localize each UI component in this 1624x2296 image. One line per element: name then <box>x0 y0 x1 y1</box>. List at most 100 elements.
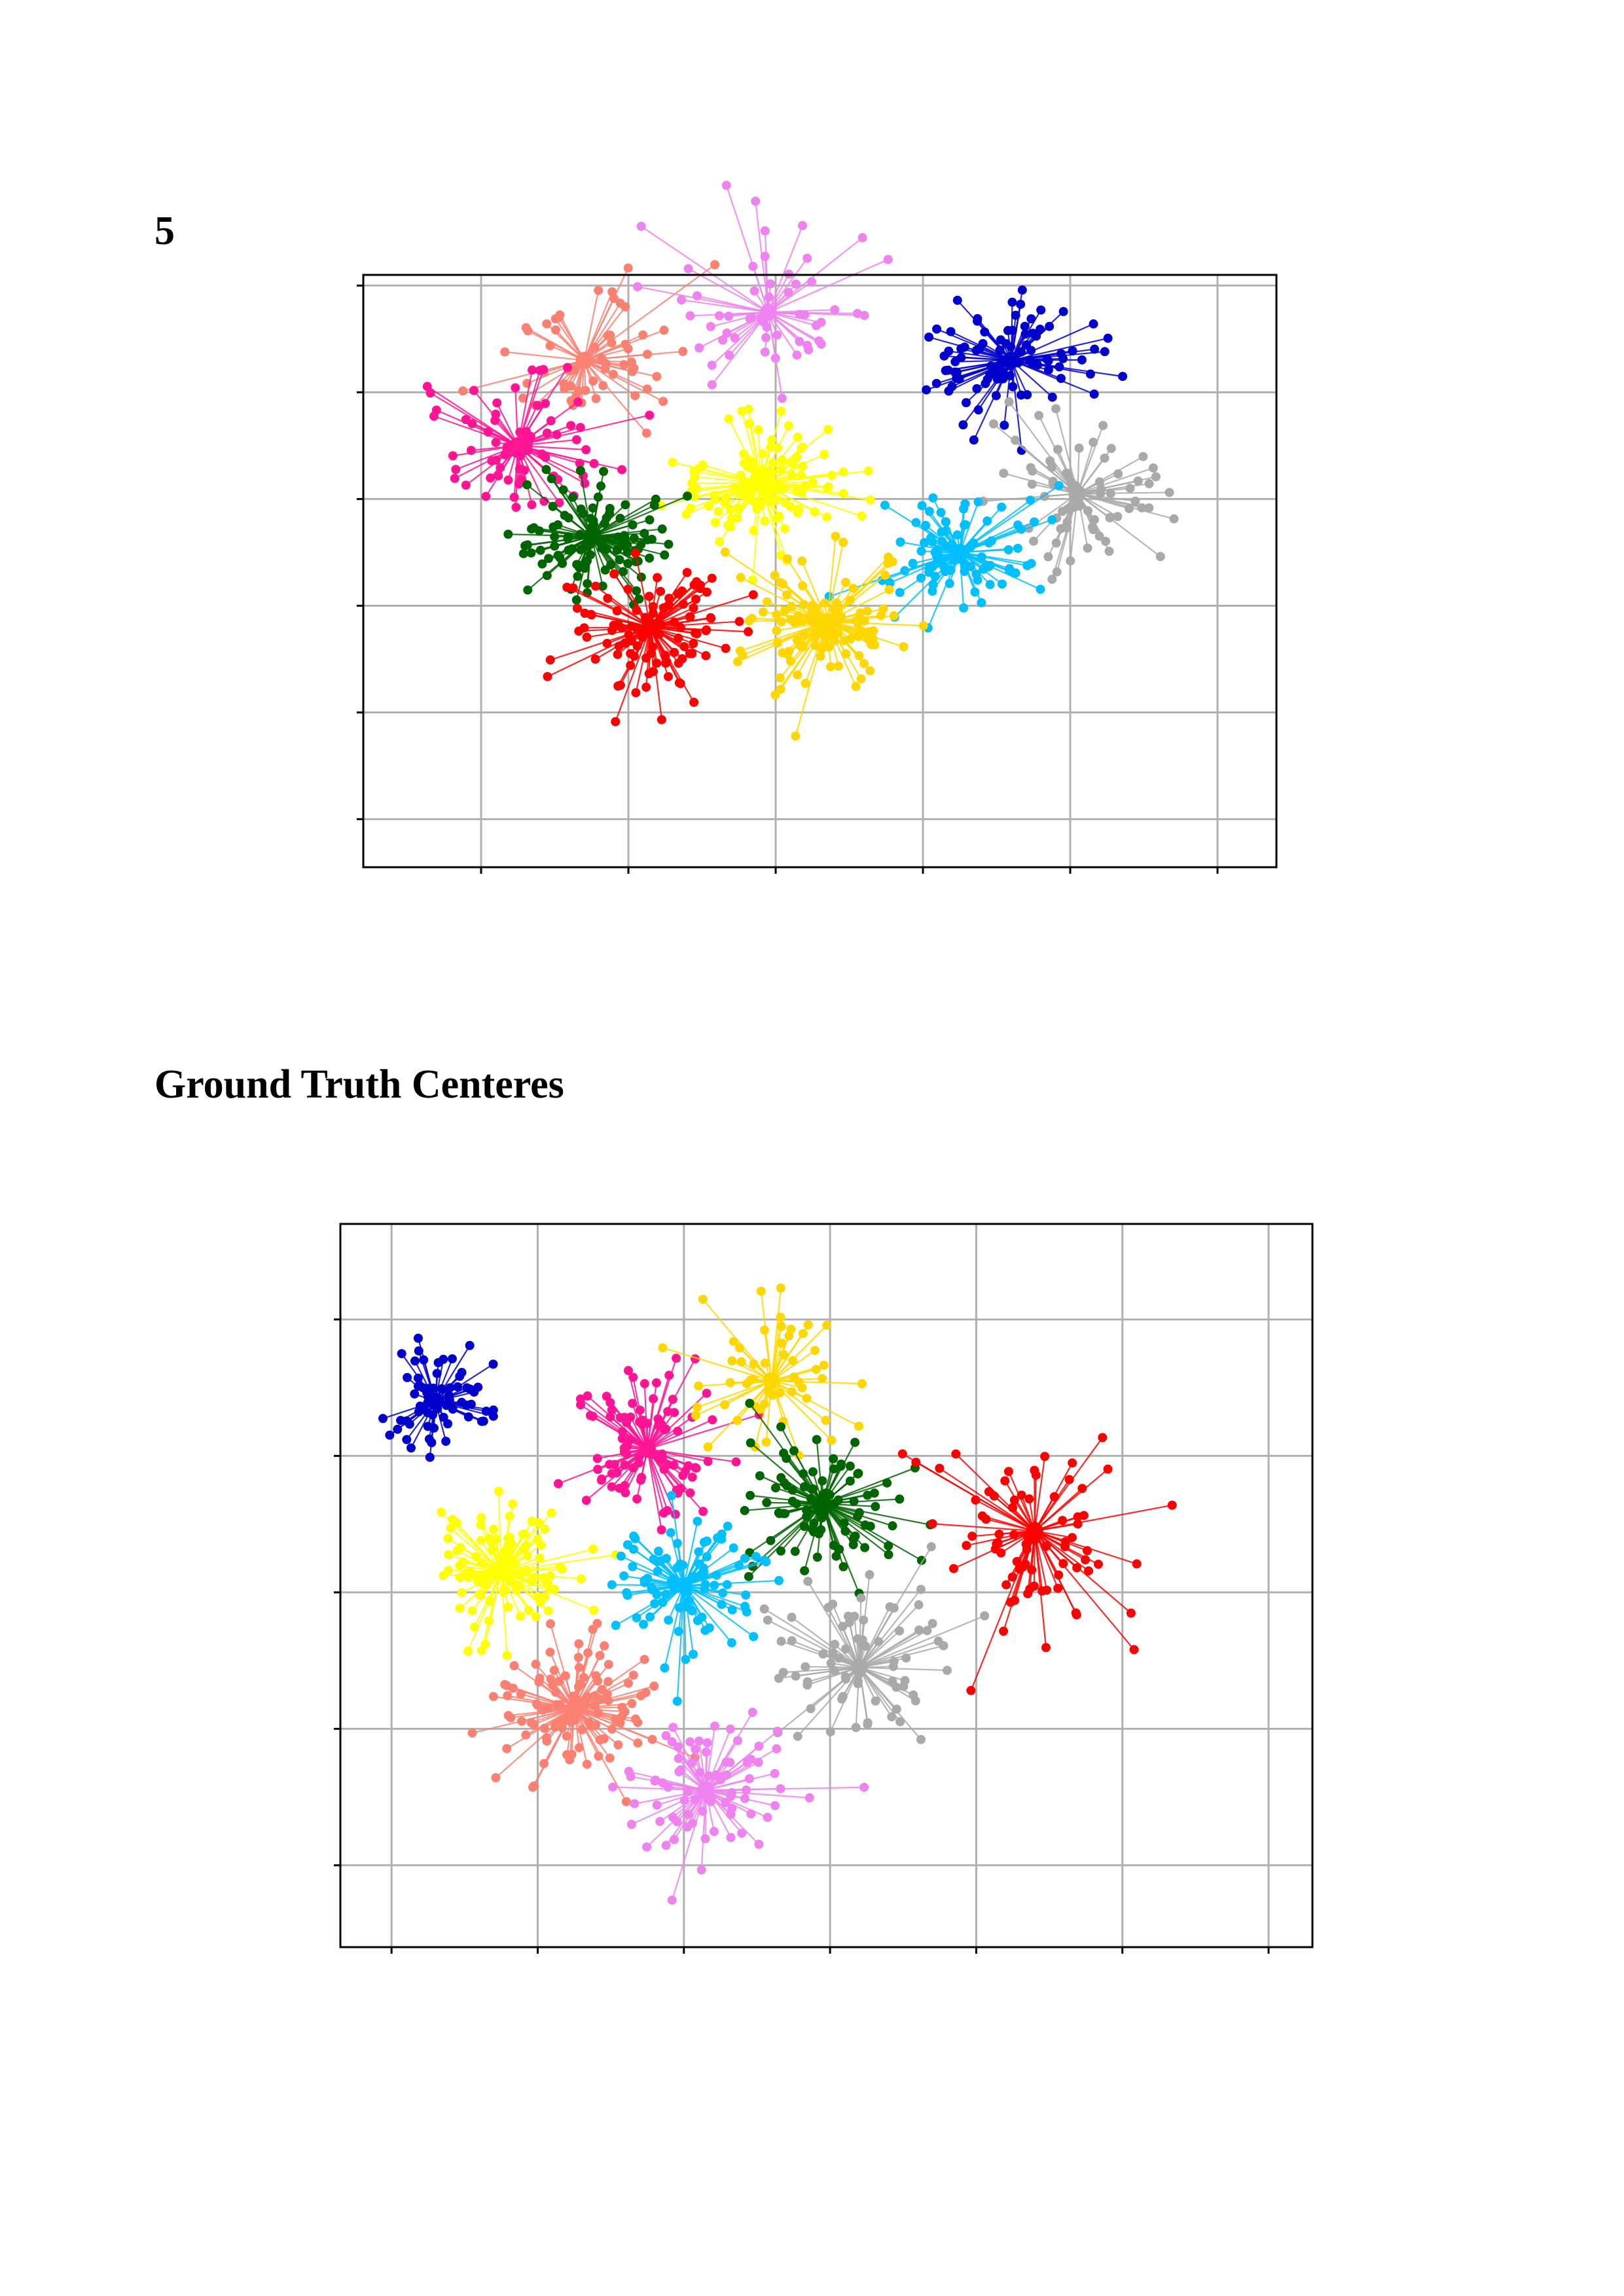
data-point <box>1025 1584 1035 1594</box>
data-point <box>667 1895 677 1905</box>
data-point <box>607 1580 617 1590</box>
data-point <box>830 636 840 645</box>
axes-frame <box>362 274 1278 869</box>
data-point <box>956 344 966 353</box>
data-point <box>542 571 552 581</box>
data-point <box>659 397 668 406</box>
cluster-spoke <box>1034 1437 1104 1532</box>
data-point <box>657 1449 667 1459</box>
cluster-spoke <box>513 1665 575 1710</box>
data-point <box>1169 514 1179 524</box>
data-point <box>666 1528 676 1537</box>
data-point <box>539 1723 549 1733</box>
data-point <box>779 1350 789 1359</box>
data-point <box>754 1741 764 1751</box>
cluster-spoke <box>688 268 769 314</box>
data-point <box>595 1735 605 1745</box>
cluster-spoke <box>711 312 769 386</box>
cluster-spoke <box>1034 1530 1077 1569</box>
data-point <box>702 1552 712 1562</box>
data-point <box>895 588 905 598</box>
data-point <box>683 491 693 501</box>
data-point <box>806 1494 816 1503</box>
data-point <box>429 411 439 421</box>
data-point <box>511 503 521 512</box>
cluster-spoke <box>558 1448 648 1484</box>
data-point <box>908 558 918 568</box>
data-point <box>839 467 848 477</box>
data-point <box>664 594 674 603</box>
data-point <box>425 1452 435 1462</box>
data-point <box>514 479 524 489</box>
data-point <box>1040 1452 1050 1462</box>
data-point <box>762 322 772 332</box>
data-point <box>590 342 600 352</box>
data-point <box>734 1343 744 1353</box>
cluster-spoke <box>826 536 837 622</box>
data-point <box>550 1722 560 1732</box>
cluster <box>897 1433 1177 1695</box>
data-point <box>829 1499 839 1509</box>
data-point <box>840 1672 850 1681</box>
data-point <box>776 1636 786 1646</box>
data-point <box>1060 1542 1070 1552</box>
data-point <box>773 443 783 453</box>
cluster-spoke <box>659 1789 706 1822</box>
data-point <box>828 1599 838 1609</box>
data-point <box>956 353 966 363</box>
data-point <box>787 1613 797 1623</box>
data-point <box>687 1758 696 1768</box>
data-point <box>1064 1475 1074 1484</box>
cluster-spoke <box>1077 425 1104 494</box>
data-point <box>801 481 810 491</box>
data-point <box>615 1718 625 1728</box>
data-point <box>983 516 992 526</box>
data-point <box>603 594 613 603</box>
data-point <box>1089 437 1098 447</box>
data-point <box>691 594 701 604</box>
data-point <box>761 1437 771 1447</box>
data-point <box>455 1604 465 1613</box>
cluster-spoke <box>650 620 740 628</box>
data-point <box>531 1612 541 1622</box>
data-point <box>560 384 569 393</box>
cluster-spoke <box>1077 493 1161 558</box>
data-point <box>702 1388 712 1398</box>
data-point <box>661 1424 671 1434</box>
data-point <box>958 420 968 430</box>
data-point <box>852 308 862 318</box>
data-point <box>814 1529 823 1539</box>
data-point <box>793 670 803 680</box>
data-point <box>611 717 621 726</box>
data-point <box>878 604 888 614</box>
cluster-spoke <box>646 1374 670 1450</box>
cluster-spoke <box>647 1416 693 1450</box>
cluster-spoke <box>583 291 613 361</box>
data-point <box>653 1547 663 1556</box>
data-point <box>726 1833 736 1842</box>
data-point <box>1055 362 1064 372</box>
data-point <box>484 1568 494 1578</box>
data-point <box>810 632 820 641</box>
data-point <box>845 596 855 605</box>
data-point <box>698 1295 708 1304</box>
data-point <box>857 233 867 243</box>
data-point <box>772 1727 782 1736</box>
data-point <box>509 1558 519 1568</box>
data-point <box>720 547 730 557</box>
data-point <box>889 1603 899 1613</box>
data-point <box>672 1817 682 1827</box>
data-point <box>1011 435 1020 445</box>
data-point <box>768 458 778 468</box>
data-point <box>1024 1494 1034 1504</box>
cluster-spoke <box>641 225 769 313</box>
data-point <box>647 1583 657 1592</box>
data-point <box>766 1535 776 1545</box>
data-point <box>1068 1458 1077 1468</box>
data-point <box>727 1356 737 1366</box>
cluster-spoke <box>970 1530 1036 1691</box>
cluster-spoke <box>677 1746 707 1791</box>
data-point <box>1027 1565 1037 1575</box>
data-point <box>683 1461 693 1471</box>
data-point <box>787 1636 797 1645</box>
